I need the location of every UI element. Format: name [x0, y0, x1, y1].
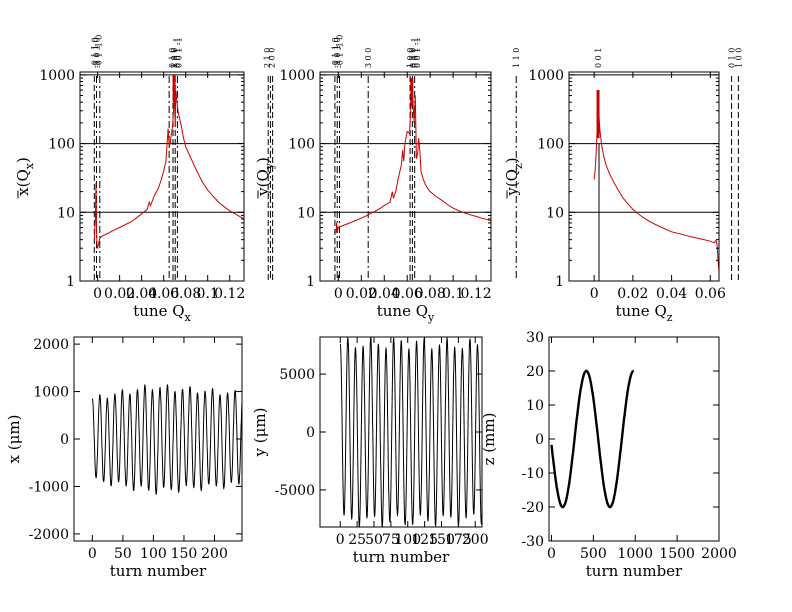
resonance-label: 1 0 0: [734, 48, 743, 68]
panel-spectrum-z: 0 0 1 0 1 01 0 0 0 0.02 0.04 0.06 1 10 100 1000 tu…: [503, 48, 743, 324]
y-axis-label: y (μm): [251, 408, 269, 458]
y-tick-label: -2000: [29, 527, 69, 543]
y-tick-label: -20: [521, 500, 544, 516]
y-tick-label: 1000: [39, 68, 75, 84]
x-tick-label: 150: [171, 546, 198, 562]
y-tick-label: -30: [521, 534, 544, 550]
series-line: [594, 90, 719, 271]
x-axis-label: tune Qz: [615, 302, 672, 324]
series-line: [336, 78, 491, 233]
x-axis-label-subscript: x: [185, 311, 192, 324]
x-tick-label: 200: [201, 546, 228, 562]
y-tick-label: -10: [521, 466, 544, 482]
x-tick-label: 0: [334, 286, 343, 302]
plot-frame: [320, 72, 491, 281]
x-tick-label: 0.04: [656, 286, 687, 302]
resonance-label: 0 0 1 -1: [175, 37, 184, 68]
x-tick-label: 0: [590, 286, 599, 302]
y-axis-label-close: ): [503, 157, 521, 163]
x-axis-label: turn number: [586, 562, 683, 580]
y-tick-label: 0: [306, 425, 315, 441]
resonance-label: 0 0 1: [594, 48, 603, 68]
x-tick-label: 50: [114, 546, 132, 562]
panel-spectrum-x: -0 1 1 0-1 0 1 0-0 1 -1 0 0 1 01 0 00 0 1…: [14, 35, 277, 324]
y-axis-label: z (mm): [480, 413, 498, 466]
y-tick-label: -5000: [275, 483, 315, 499]
orbit-trace: [340, 337, 482, 526]
resonance-label: 3 0 0: [364, 48, 373, 68]
panel-orbit-x: 0 50 100 150 200 -2000 -1000 0 1000 2000 turn numb…: [5, 337, 242, 580]
y-tick-label: 30: [526, 330, 544, 346]
x-axis-label: tune Qx: [133, 302, 191, 324]
y-tick-label: 0: [60, 432, 69, 448]
y-tick-label: 0: [535, 432, 544, 448]
x-tick-label: 25: [348, 532, 366, 548]
y-tick-label: 1: [555, 274, 564, 290]
y-tick-label: 10: [297, 205, 315, 221]
y-tick-label: 2000: [33, 337, 69, 353]
x-axis-label: turn number: [110, 562, 207, 580]
x-tick-label: 0: [547, 546, 556, 562]
y-tick-label: 20: [526, 364, 544, 380]
y-tick-label: 10: [57, 205, 75, 221]
y-tick-label: 1: [66, 274, 75, 290]
resonance-label: 1 1 0: [512, 48, 521, 68]
y-tick-label: 100: [288, 137, 315, 153]
x-tick-label: 1500: [659, 546, 695, 562]
x-tick-label: 1000: [617, 546, 653, 562]
y-axis-label-close: ): [254, 157, 272, 163]
x-tick-label: 0.02: [617, 286, 648, 302]
y-tick-label: 1: [306, 274, 315, 290]
x-tick-label: 0: [93, 286, 102, 302]
figure: -0 1 1 0-1 0 1 0-0 1 -1 00 1 01 0 00 0 1…: [0, 0, 792, 612]
plot-frame: [569, 72, 719, 281]
y-axis-label: x(Qx): [14, 157, 36, 196]
resonance-label: -0 1 -1 0: [95, 35, 104, 68]
orbit-trace: [92, 385, 242, 494]
y-axis-label: y(Qz): [503, 157, 525, 196]
y-tick-label: 10: [546, 205, 564, 221]
x-axis-label: turn number: [353, 548, 450, 566]
x-tick-label: 0: [88, 546, 97, 562]
y-axis-label: x (μm): [5, 415, 23, 464]
x-tick-label: 500: [580, 546, 607, 562]
x-axis-label: tune Qy: [377, 302, 435, 324]
x-tick-label: 100: [140, 546, 167, 562]
x-tick-label: 0.12: [460, 286, 491, 302]
orbit-trace: [552, 371, 634, 507]
x-tick-label: 0.12: [214, 286, 245, 302]
x-tick-label: 200: [462, 532, 489, 548]
resonance-label: -0 1 -1 0: [336, 35, 345, 68]
y-tick-label: 100: [48, 137, 75, 153]
x-tick-label: 0: [336, 532, 345, 548]
y-tick-label: -1000: [29, 479, 69, 495]
y-tick-label: 5000: [279, 367, 315, 383]
resonance-label: 2 0 0: [268, 48, 277, 68]
y-tick-label: 1000: [279, 68, 315, 84]
x-axis-label-subscript: y: [427, 311, 435, 324]
panel-orbit-z: 0 500 1000 1500 2000 -30 -20 -10 0 10 20 30 turn num…: [480, 330, 737, 580]
resonance-label: 0 0 1 -1: [413, 37, 422, 68]
x-tick-label: 50: [365, 532, 383, 548]
x-tick-label: 0.06: [695, 286, 726, 302]
x-axis-label-subscript: z: [667, 311, 673, 324]
y-axis-label-close: ): [14, 157, 32, 163]
y-tick-label: 1000: [528, 68, 564, 84]
y-tick-label: 100: [537, 137, 564, 153]
y-tick-label: 1000: [33, 385, 69, 401]
y-tick-label: 10: [526, 398, 544, 414]
x-tick-label: 2000: [701, 546, 737, 562]
